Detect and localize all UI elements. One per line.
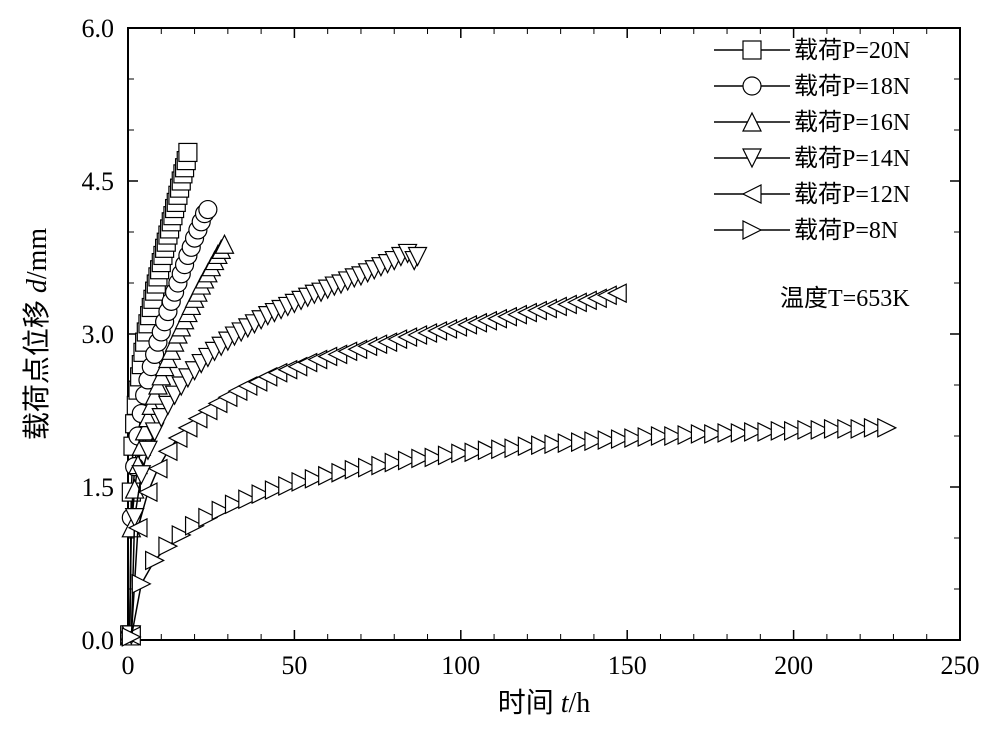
y-tick-label: 0.0 — [82, 626, 115, 655]
x-tick-label: 100 — [441, 651, 480, 680]
legend-item-P20: 载荷P=20N — [714, 37, 910, 64]
x-axis-label: 时间 t/h — [498, 687, 591, 719]
x-tick-label: 0 — [122, 651, 135, 680]
x-tick-label: 150 — [608, 651, 647, 680]
series-P8 — [122, 419, 895, 646]
legend-label: 载荷P=8N — [794, 217, 898, 244]
y-tick-label: 3.0 — [82, 320, 115, 349]
legend-label: 载荷P=16N — [794, 109, 910, 136]
legend-label: 载荷P=20N — [794, 37, 910, 64]
y-axis-label: 载荷点位移 d/mm — [21, 228, 53, 441]
y-tick-label: 1.5 — [82, 473, 115, 502]
chart-container: 0 50 100 150 200 250 0.0 1.5 3.0 4.5 6.0 时间 t/h 载荷点位… — [0, 0, 1000, 742]
legend-label: 载荷P=18N — [794, 73, 910, 100]
x-tick-label: 250 — [941, 651, 980, 680]
x-tick-label: 50 — [281, 651, 307, 680]
y-tick-label: 6.0 — [82, 14, 115, 43]
creep-curves-chart: 0 50 100 150 200 250 0.0 1.5 3.0 4.5 6.0 时间 t/h 载荷点位… — [0, 0, 1000, 742]
legend-item-P18: 载荷P=18N — [714, 73, 910, 100]
y-tick-label: 4.5 — [82, 167, 115, 196]
legend-item-P14: 载荷P=14N — [714, 145, 910, 172]
x-tick-label: 200 — [774, 651, 813, 680]
legend-label: 载荷P=12N — [794, 181, 910, 208]
legend-item-P16: 载荷P=16N — [714, 109, 910, 136]
temperature-label: 温度T=653K — [780, 285, 910, 312]
legend-item-P8: 载荷P=8N — [714, 217, 898, 244]
legend-label: 载荷P=14N — [794, 145, 910, 172]
legend-item-P12: 载荷P=12N — [714, 181, 910, 208]
